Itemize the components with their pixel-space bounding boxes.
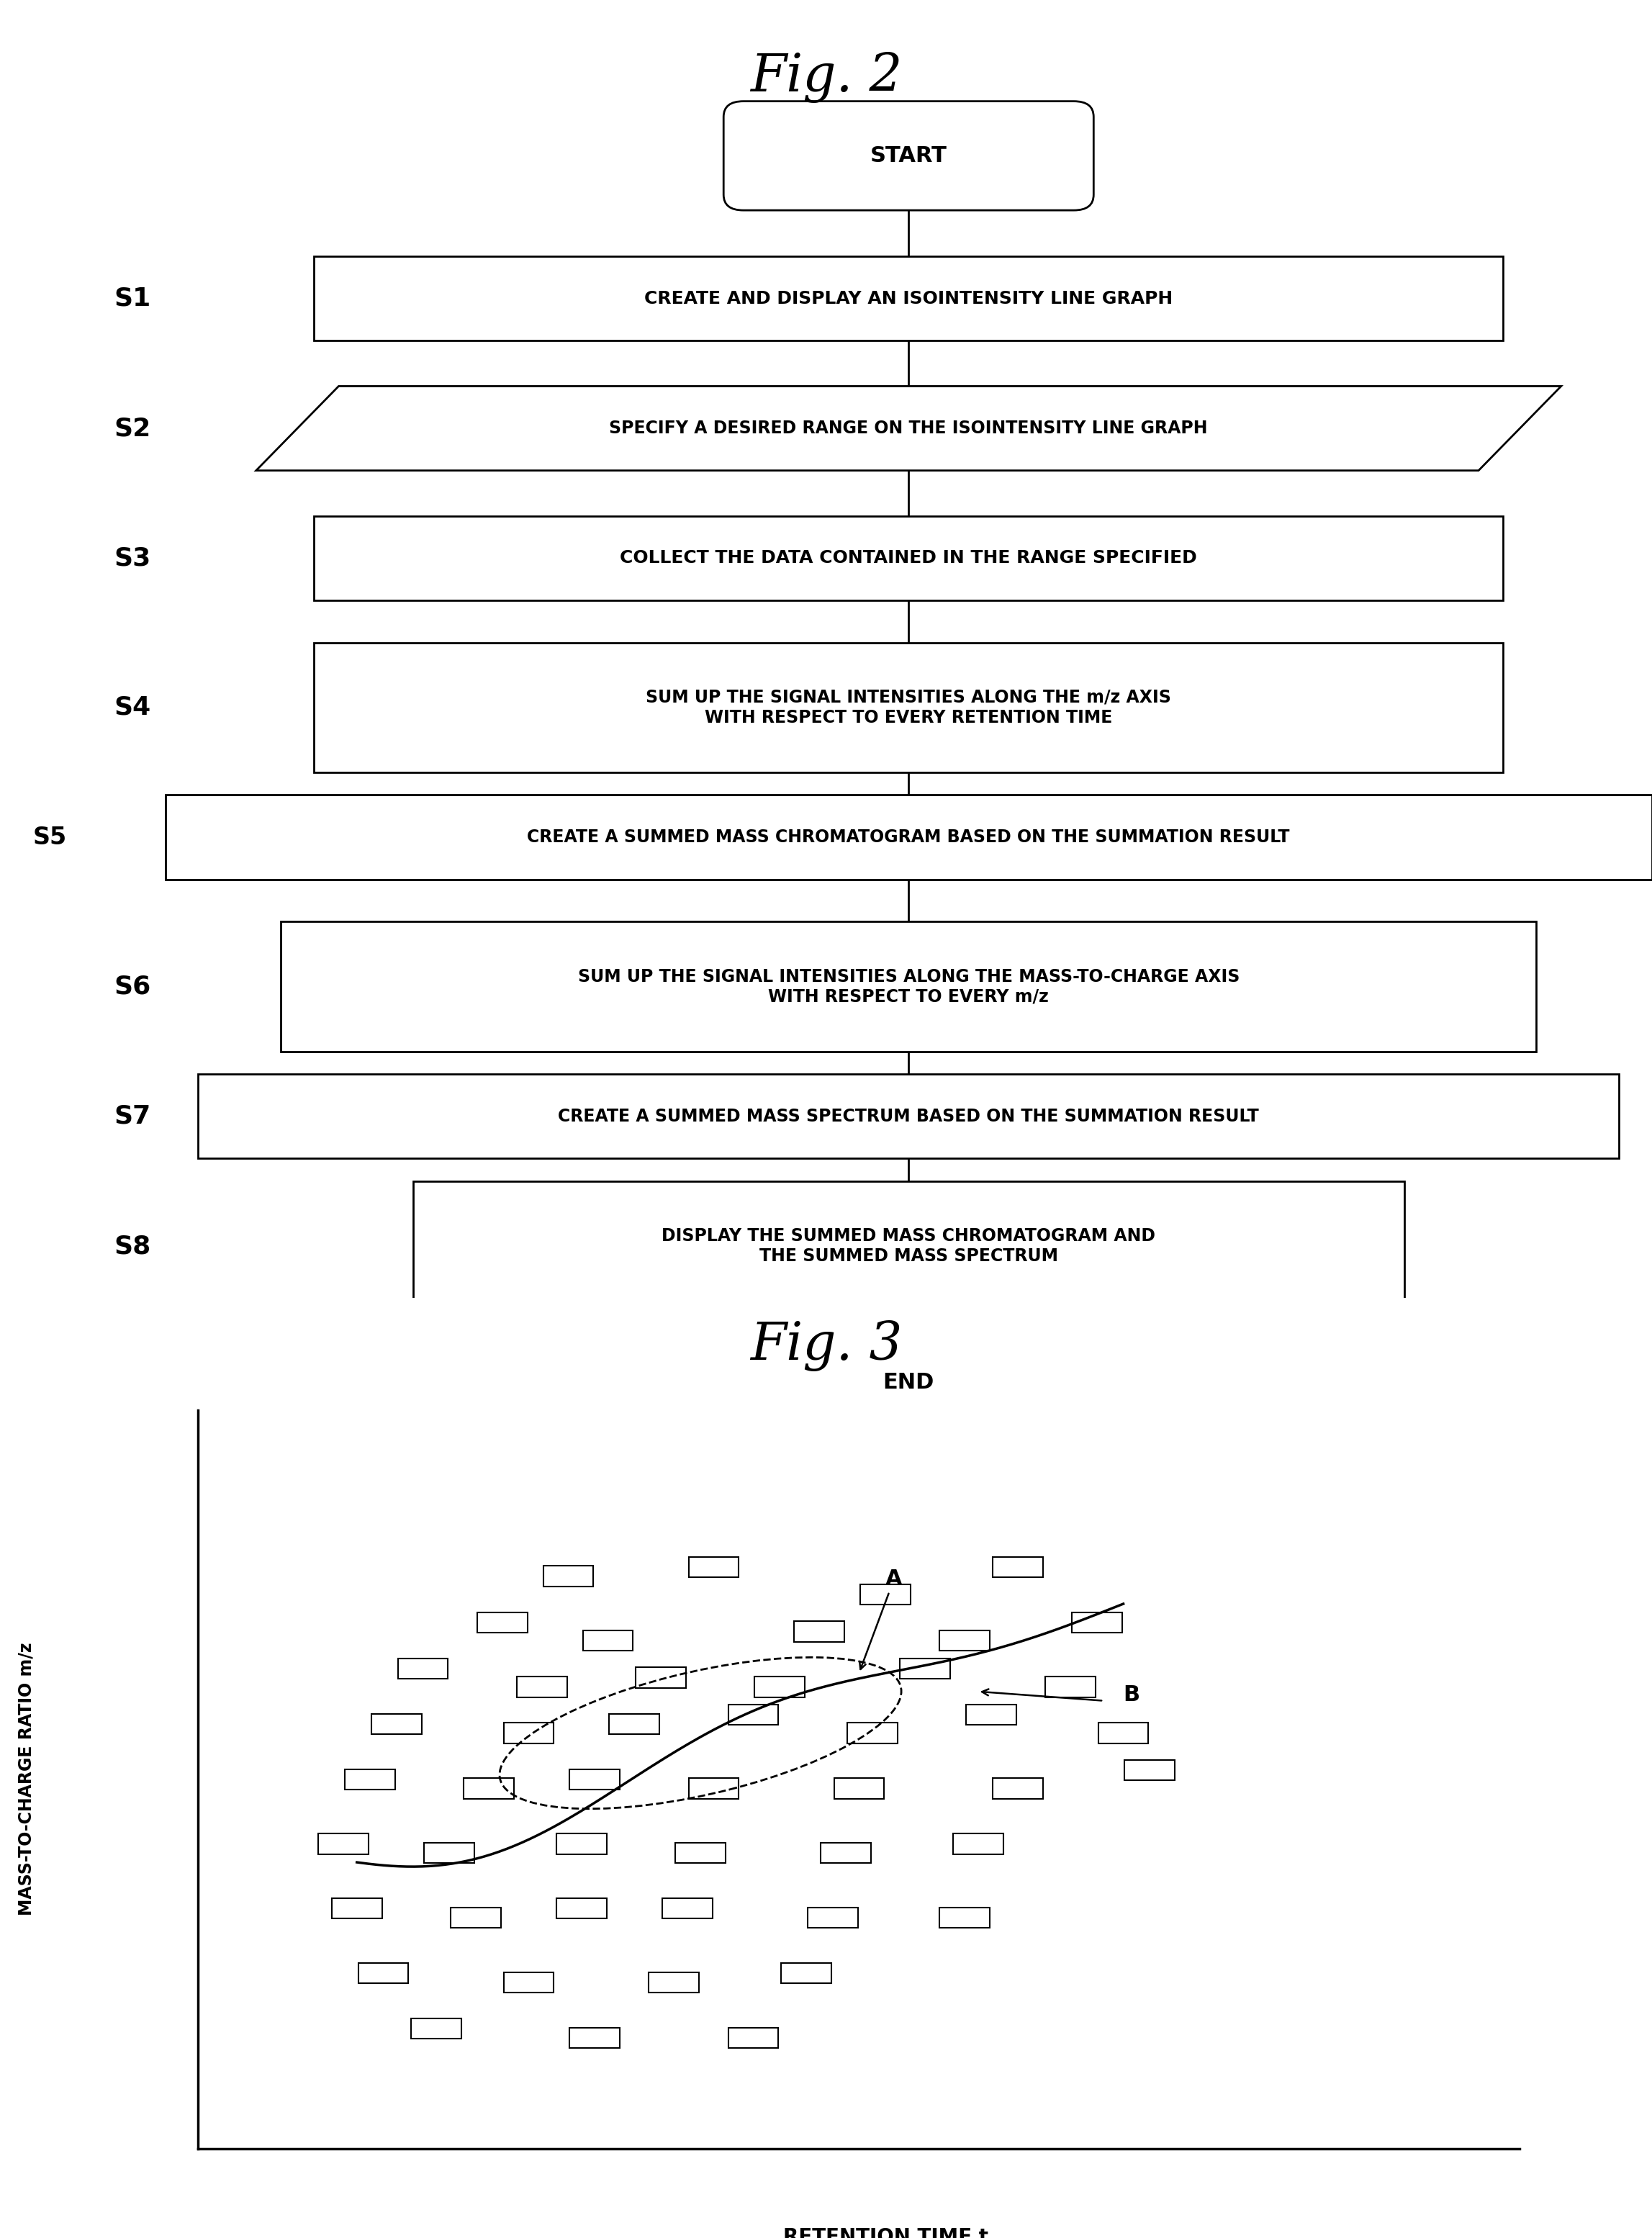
Bar <box>332 1898 382 1918</box>
Bar <box>1125 1759 1175 1779</box>
Text: START: START <box>871 145 947 166</box>
FancyBboxPatch shape <box>413 1182 1404 1311</box>
FancyBboxPatch shape <box>314 642 1503 772</box>
Bar <box>953 1833 1003 1853</box>
Text: RETENTION TIME t: RETENTION TIME t <box>783 2227 988 2238</box>
Text: S3: S3 <box>114 546 150 571</box>
FancyBboxPatch shape <box>281 922 1536 1052</box>
Bar <box>940 1632 990 1652</box>
FancyBboxPatch shape <box>314 257 1503 340</box>
Text: SUM UP THE SIGNAL INTENSITIES ALONG THE m/z AXIS
WITH RESPECT TO EVERY RETENTION: SUM UP THE SIGNAL INTENSITIES ALONG THE … <box>646 689 1171 725</box>
Text: B: B <box>1123 1685 1140 1705</box>
Bar <box>649 1972 699 1992</box>
Bar <box>755 1676 805 1696</box>
FancyBboxPatch shape <box>724 101 1094 210</box>
Bar <box>1072 1611 1122 1632</box>
Bar <box>517 1676 567 1696</box>
Text: CREATE A SUMMED MASS SPECTRUM BASED ON THE SUMMATION RESULT: CREATE A SUMMED MASS SPECTRUM BASED ON T… <box>558 1108 1259 1126</box>
Bar <box>570 1768 620 1790</box>
Bar <box>729 2028 778 2048</box>
Bar <box>834 1779 884 1799</box>
Bar <box>900 1658 950 1678</box>
Bar <box>729 1705 778 1725</box>
Bar <box>477 1611 527 1632</box>
Text: Fig. 2: Fig. 2 <box>750 51 902 103</box>
Text: S8: S8 <box>114 1233 150 1258</box>
Text: SPECIFY A DESIRED RANGE ON THE ISOINTENSITY LINE GRAPH: SPECIFY A DESIRED RANGE ON THE ISOINTENS… <box>610 421 1208 436</box>
Bar <box>411 2019 461 2039</box>
Text: S2: S2 <box>114 416 150 441</box>
Bar <box>847 1723 897 1743</box>
Bar <box>940 1907 990 1927</box>
Text: END: END <box>882 1372 935 1392</box>
Text: SUM UP THE SIGNAL INTENSITIES ALONG THE MASS-TO-CHARGE AXIS
WITH RESPECT TO EVER: SUM UP THE SIGNAL INTENSITIES ALONG THE … <box>578 967 1239 1005</box>
Text: S4: S4 <box>114 696 150 721</box>
Bar <box>504 1723 553 1743</box>
Bar <box>570 2028 620 2048</box>
Polygon shape <box>256 387 1561 470</box>
Text: S1: S1 <box>114 286 150 311</box>
Bar <box>557 1898 606 1918</box>
Text: MASS-TO-CHARGE RATIO m/z: MASS-TO-CHARGE RATIO m/z <box>18 1643 35 1916</box>
FancyBboxPatch shape <box>314 517 1503 600</box>
Bar <box>425 1842 474 1864</box>
Text: S5: S5 <box>33 826 66 848</box>
Bar <box>464 1779 514 1799</box>
FancyBboxPatch shape <box>165 794 1652 880</box>
Bar <box>993 1779 1042 1799</box>
Bar <box>610 1714 659 1734</box>
Bar <box>795 1620 844 1643</box>
Text: A: A <box>859 1569 902 1670</box>
Bar <box>808 1907 857 1927</box>
Bar <box>319 1833 368 1853</box>
Bar <box>372 1714 421 1734</box>
Bar <box>544 1567 593 1587</box>
FancyBboxPatch shape <box>198 1074 1619 1159</box>
Text: S6: S6 <box>114 974 150 998</box>
Bar <box>557 1833 606 1853</box>
Bar <box>583 1632 633 1652</box>
Bar <box>358 1963 408 1983</box>
Bar <box>451 1907 501 1927</box>
Text: S7: S7 <box>114 1103 150 1128</box>
Bar <box>636 1667 686 1687</box>
Bar <box>689 1779 738 1799</box>
Bar <box>781 1963 831 1983</box>
Bar <box>966 1705 1016 1725</box>
Bar <box>861 1585 910 1605</box>
Bar <box>345 1768 395 1790</box>
Text: CREATE A SUMMED MASS CHROMATOGRAM BASED ON THE SUMMATION RESULT: CREATE A SUMMED MASS CHROMATOGRAM BASED … <box>527 828 1290 846</box>
Text: DISPLAY THE SUMMED MASS CHROMATOGRAM AND
THE SUMMED MASS SPECTRUM: DISPLAY THE SUMMED MASS CHROMATOGRAM AND… <box>662 1226 1155 1264</box>
Bar <box>1046 1676 1095 1696</box>
Bar <box>1099 1723 1148 1743</box>
Bar <box>993 1558 1042 1578</box>
Text: COLLECT THE DATA CONTAINED IN THE RANGE SPECIFIED: COLLECT THE DATA CONTAINED IN THE RANGE … <box>620 551 1198 566</box>
Text: CREATE AND DISPLAY AN ISOINTENSITY LINE GRAPH: CREATE AND DISPLAY AN ISOINTENSITY LINE … <box>644 291 1173 307</box>
Bar <box>676 1842 725 1864</box>
Bar <box>821 1842 871 1864</box>
Bar <box>504 1972 553 1992</box>
Text: Fig. 3: Fig. 3 <box>750 1320 902 1372</box>
Bar <box>662 1898 712 1918</box>
Bar <box>689 1558 738 1578</box>
FancyBboxPatch shape <box>740 1327 1077 1437</box>
Bar <box>398 1658 448 1678</box>
